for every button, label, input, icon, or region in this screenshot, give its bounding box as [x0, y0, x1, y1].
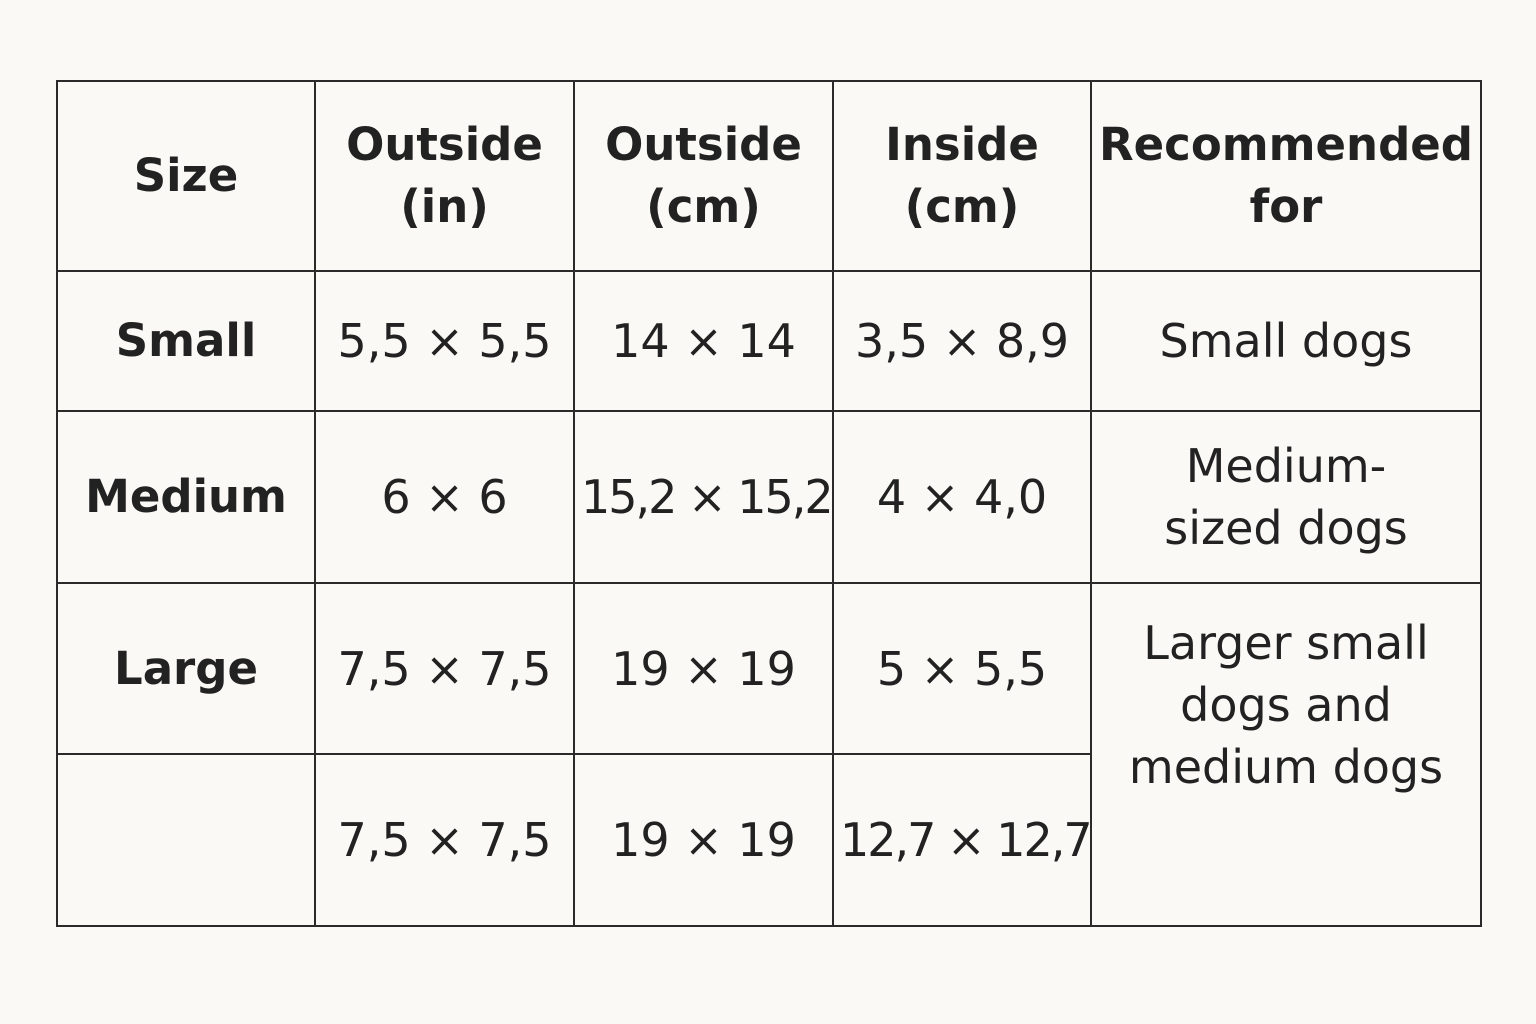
header-size-label: Size	[133, 149, 239, 202]
cell-outside-in: 7,5 × 7,5	[314, 582, 575, 755]
cell-recommended: Small dogs	[1090, 270, 1482, 412]
header-outside-in-line2: (in)	[400, 180, 489, 233]
header-outside-cm: Outside (cm)	[573, 80, 834, 272]
header-outside-cm-line2: (cm)	[646, 180, 761, 233]
cell-outside-cm: 15,2 × 15,2	[573, 410, 834, 584]
header-outside-cm-line1: Outside	[605, 118, 802, 171]
recommended-line: medium dogs	[1128, 740, 1444, 794]
cell-outside-cm: 14 × 14	[573, 270, 834, 412]
header-recommended-line1: Recommended	[1098, 118, 1474, 171]
cell-recommended: Larger small dogs and medium dogs	[1090, 582, 1482, 927]
cell-size: Small	[56, 270, 316, 412]
cell-inside-cm: 5 × 5,5	[832, 582, 1092, 755]
header-row: Size Outside (in) Outside (cm) Inside (c…	[56, 80, 1482, 272]
cell-recommended: Medium- sized dogs	[1090, 410, 1482, 584]
cell-inside-cm: 3,5 × 8,9	[832, 270, 1092, 412]
recommended-line: sized dogs	[1164, 501, 1408, 555]
size-comparison-table: Size Outside (in) Outside (cm) Inside (c…	[56, 80, 1482, 927]
cell-outside-in: 7,5 × 7,5	[314, 753, 575, 927]
table-row: 7,5 × 7,5 19 × 19 12,7 × 12,7	[56, 753, 1481, 927]
header-outside-in-line1: Outside	[346, 118, 543, 171]
header-inside-cm-line1: Inside	[885, 118, 1039, 171]
header-recommended-line2: for	[1249, 180, 1323, 233]
cell-outside-cm: 19 × 19	[573, 753, 834, 927]
cell-inside-cm: 12,7 × 12,7	[832, 753, 1092, 927]
recommended-line: dogs and	[1180, 678, 1392, 732]
table-row: Medium 6 × 6 15,2 × 15,2 4 × 4,0 Medium-…	[56, 410, 1482, 584]
cell-outside-in: 6 × 6	[314, 410, 575, 584]
cell-inside-cm: 4 × 4,0	[832, 410, 1092, 584]
cell-size: Medium	[56, 410, 316, 584]
recommended-line: Small dogs	[1159, 314, 1413, 368]
header-outside-in: Outside (in)	[314, 80, 575, 272]
table-row: Small 5,5 × 5,5 14 × 14 3,5 × 8,9 Small …	[56, 270, 1482, 412]
cell-outside-in: 5,5 × 5,5	[314, 270, 575, 412]
header-size: Size	[56, 80, 316, 272]
cell-size	[56, 753, 316, 927]
recommended-line: Larger small	[1143, 616, 1429, 670]
cell-outside-cm: 19 × 19	[573, 582, 834, 755]
cell-size: Large	[56, 582, 316, 755]
header-inside-cm-line2: (cm)	[904, 180, 1020, 233]
header-recommended: Recommended for	[1090, 80, 1482, 272]
header-inside-cm: Inside (cm)	[832, 80, 1092, 272]
recommended-line: Medium-	[1185, 439, 1387, 493]
table-row: Large 7,5 × 7,5 19 × 19 5 × 5,5 Larger s…	[56, 582, 1482, 927]
